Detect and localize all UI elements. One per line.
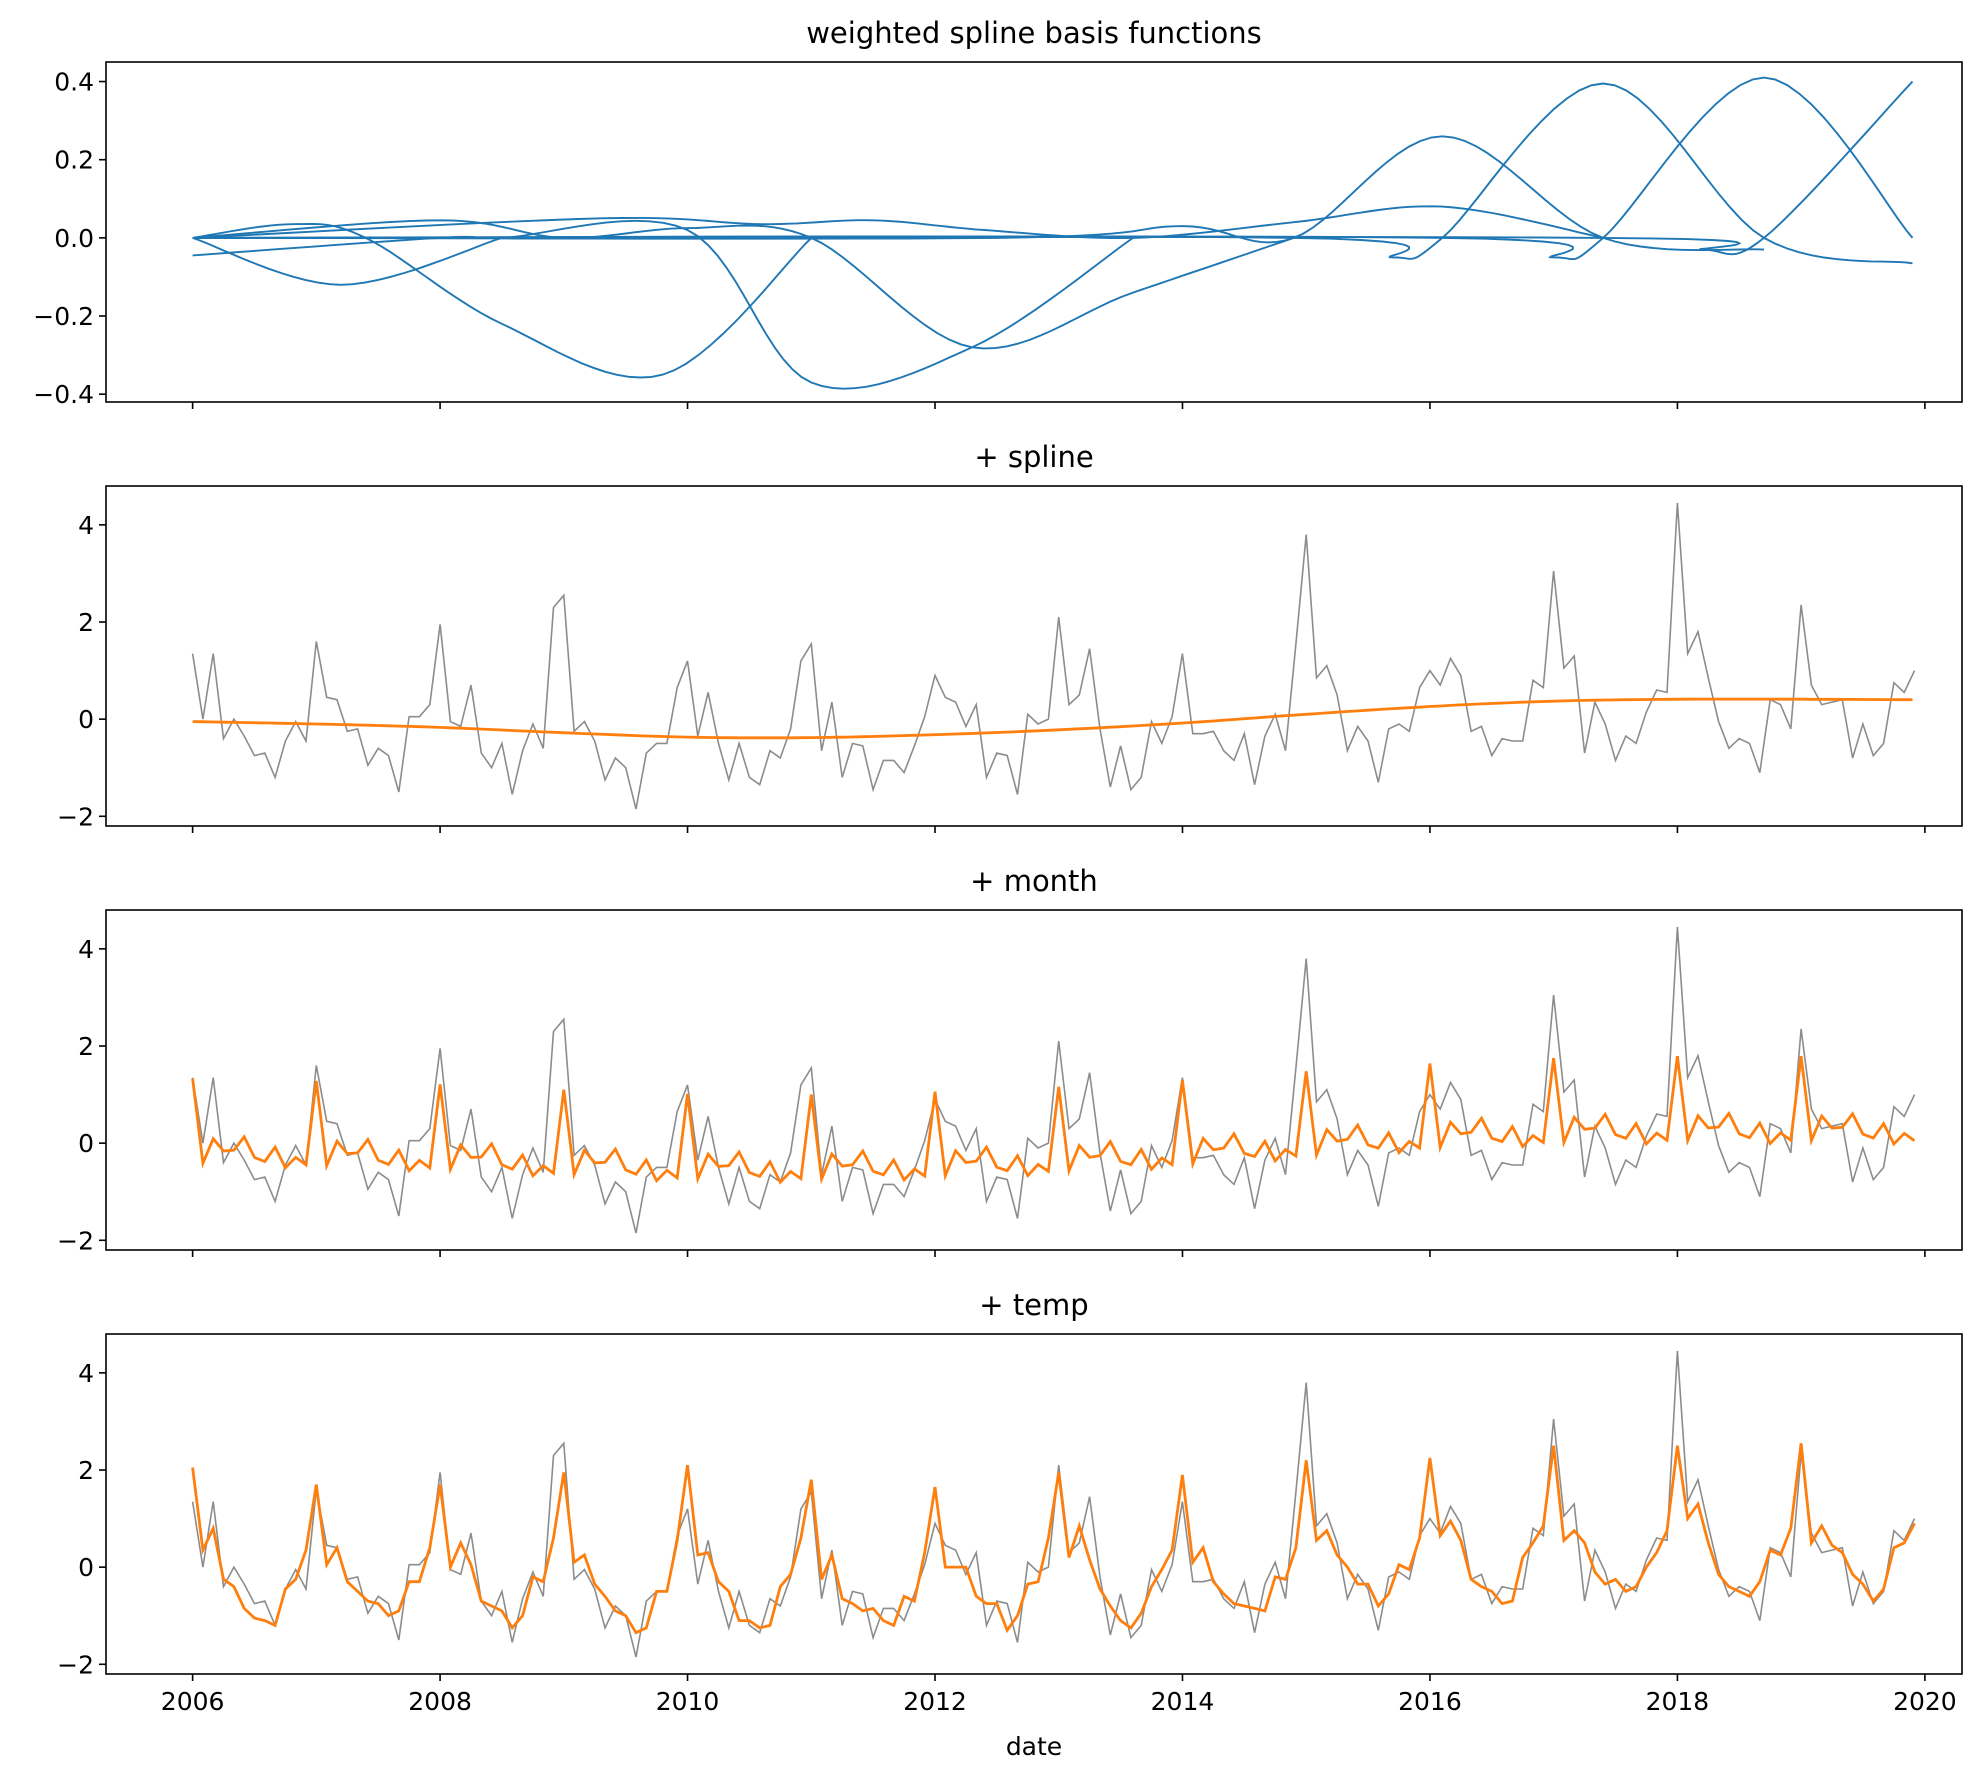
x-tick-label: 2008 [408,1687,472,1716]
panel-spline: + spline −2 0 2 4 [57,440,1963,833]
temp-fit-line [191,1443,1916,1635]
x-tick-label: 2018 [1646,1687,1710,1716]
basis-function-line [192,76,1914,261]
y-tick-label: 0.4 [54,68,94,97]
panel-title: + spline [974,440,1093,474]
x-tick-label: 2010 [656,1687,720,1716]
spline-fit-line [192,697,1913,740]
panel-title: + temp [979,1288,1088,1322]
x-tick-label: 2006 [161,1687,225,1716]
x-tick-label: 2014 [1151,1687,1215,1716]
basis-function-line [192,205,1604,239]
y-tick-label: 4 [78,935,94,964]
y-tick-label: 4 [78,511,94,540]
y-tick-label: 0 [78,1129,94,1158]
y-tick-label: 2 [78,608,94,637]
basis-function-line [192,135,1765,252]
y-tick-label: −2 [57,802,94,831]
axes-frame [105,485,1963,827]
y-tick-label: −0.2 [33,302,94,331]
basis-function-line [192,219,1295,350]
y-tick-label: 0 [78,1553,94,1582]
y-tick-label: −2 [57,1226,94,1255]
observed-line [191,926,1916,1234]
panel-spline-basis: weighted spline basis functions −0.4 −0.2… [33,16,1963,409]
axes-frame [105,1333,1963,1675]
x-tick-label: 2020 [1893,1687,1957,1716]
basis-function-line [192,219,1134,390]
y-tick-label: 4 [78,1359,94,1388]
x-tick-label: 2016 [1398,1687,1462,1716]
axes-frame [105,909,1963,1251]
month-fit-line [191,1056,1916,1185]
x-tick-label: 2012 [903,1687,967,1716]
panel-title: + month [970,864,1098,898]
y-tick-label: −2 [57,1650,94,1679]
y-tick-label: 2 [78,1032,94,1061]
panel-title: weighted spline basis functions [806,16,1262,50]
basis-function-line [192,223,812,379]
panel-month: + month −2 0 2 4 [57,864,1963,1257]
y-tick-label: 0.2 [54,146,94,175]
basis-function-line [192,80,1914,256]
y-tick-label: 0.0 [54,224,94,253]
y-tick-label: −0.4 [33,380,94,409]
observed-line [191,502,1916,810]
panel-temp: + temp date −2 0 2 4 2006 2008 2010 2012 2014 201… [57,1288,1963,1761]
axes-frame [105,61,1963,403]
y-tick-label: 0 [78,705,94,734]
y-tick-label: 2 [78,1456,94,1485]
x-axis-label: date [1006,1732,1062,1761]
observed-line [191,1350,1916,1658]
